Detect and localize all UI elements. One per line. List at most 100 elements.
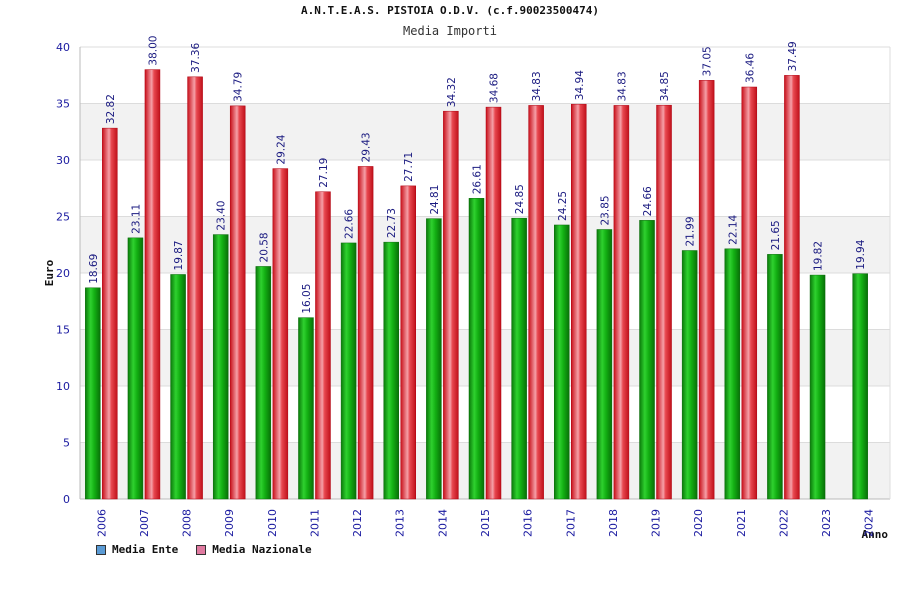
y-tick-label: 5: [63, 437, 70, 450]
data-label-media-nazionale-2008: 37.36: [190, 42, 202, 72]
x-tick-label-2007: 2007: [138, 509, 151, 537]
bar-media-ente-2020: [681, 250, 698, 500]
bar-media-nazionale-2019: [656, 104, 672, 500]
legend-swatch-media-nazionale: [196, 544, 207, 555]
x-tick-label-2012: 2012: [351, 509, 364, 537]
legend-swatch-media-ente: [96, 544, 106, 555]
bar-media-ente-2018: [596, 229, 613, 500]
data-label-media-ente-2022: 21.65: [770, 220, 782, 250]
y-tick-label: 25: [56, 211, 70, 224]
data-label-media-ente-2009: 23.40: [216, 201, 228, 231]
bar-media-ente-2016: [511, 217, 527, 500]
data-label-media-ente-2023: 19.82: [813, 241, 825, 271]
bar-media-ente-2013: [383, 241, 399, 500]
x-tick-label-2020: 2020: [692, 509, 705, 537]
y-tick-label: 30: [56, 154, 70, 167]
bar-media-nazionale-2021: [741, 86, 758, 500]
bar-media-nazionale-2006: [102, 127, 118, 500]
bar-media-ente-2010: [255, 266, 272, 500]
x-tick-label-2013: 2013: [394, 509, 407, 537]
bar-media-ente-2015: [468, 198, 485, 500]
legend-item-media-nazionale: Media Nazionale: [196, 543, 312, 556]
data-label-media-ente-2014: 24.81: [429, 185, 441, 215]
bar-media-ente-2019: [639, 220, 655, 500]
data-label-media-ente-2019: 24.66: [642, 186, 654, 216]
data-label-media-ente-2006: 18.69: [88, 254, 100, 284]
y-tick-label: 15: [56, 324, 70, 337]
data-label-media-nazionale-2011: 27.19: [318, 158, 330, 188]
bar-media-ente-2012: [340, 242, 357, 500]
data-label-media-ente-2008: 19.87: [173, 240, 185, 270]
bar-media-nazionale-2007: [144, 69, 161, 500]
bar-media-ente-2011: [298, 317, 314, 500]
data-label-media-nazionale-2009: 34.79: [233, 72, 245, 102]
chart-subtitle: Media Importi: [403, 24, 497, 38]
data-label-media-ente-2017: 24.25: [557, 191, 569, 221]
bar-media-nazionale-2018: [613, 105, 630, 500]
data-label-media-nazionale-2006: 32.82: [105, 94, 117, 124]
data-label-media-nazionale-2021: 36.46: [744, 53, 756, 83]
bar-media-ente-2006: [85, 287, 101, 500]
data-label-media-nazionale-2015: 34.68: [489, 73, 501, 103]
data-label-media-ente-2020: 21.99: [685, 216, 697, 246]
data-label-media-ente-2024: 19.94: [855, 239, 867, 269]
x-tick-label-2015: 2015: [479, 509, 492, 537]
data-label-media-ente-2012: 22.66: [344, 209, 356, 239]
x-tick-label-2017: 2017: [564, 509, 577, 537]
y-tick-label: 35: [56, 98, 70, 111]
data-label-media-nazionale-2018: 34.83: [616, 71, 628, 101]
x-tick-label-2011: 2011: [308, 509, 321, 537]
x-tick-label-2010: 2010: [266, 509, 279, 537]
y-tick-label: 0: [63, 493, 70, 506]
data-label-media-ente-2007: 23.11: [130, 204, 142, 234]
bar-media-ente-2021: [724, 248, 741, 500]
chart-title: A.N.T.E.A.S. PISTOIA O.D.V. (c.f.9002350…: [300, 4, 599, 17]
data-label-media-ente-2015: 26.61: [472, 164, 484, 194]
chart-legend: Media Ente Media Nazionale: [96, 543, 312, 556]
data-label-media-nazionale-2010: 29.24: [275, 134, 287, 164]
bar-media-nazionale-2013: [400, 185, 416, 500]
y-tick-label: 20: [56, 267, 70, 280]
legend-label-media-nazionale: Media Nazionale: [212, 543, 312, 556]
bar-media-ente-2007: [127, 237, 144, 500]
x-tick-label-2019: 2019: [650, 509, 663, 537]
data-label-media-ente-2018: 23.85: [599, 195, 611, 225]
bar-media-nazionale-2015: [485, 106, 502, 500]
x-tick-label-2024: 2024: [863, 509, 876, 537]
data-label-media-nazionale-2019: 34.85: [659, 71, 671, 101]
bar-media-ente-2008: [170, 274, 186, 500]
data-label-media-ente-2013: 22.73: [386, 208, 398, 238]
data-label-media-ente-2016: 24.85: [514, 184, 526, 214]
data-label-media-ente-2021: 22.14: [727, 214, 739, 244]
bar-media-nazionale-2011: [315, 191, 331, 500]
bar-media-nazionale-2017: [571, 103, 587, 500]
bar-media-ente-2009: [212, 234, 229, 500]
x-tick-label-2006: 2006: [95, 509, 108, 537]
bar-media-nazionale-2010: [272, 168, 289, 500]
data-label-media-ente-2010: 20.58: [258, 232, 270, 262]
bar-media-nazionale-2022: [784, 75, 800, 500]
x-tick-label-2021: 2021: [735, 509, 748, 537]
x-tick-label-2018: 2018: [607, 509, 620, 537]
data-label-media-nazionale-2020: 37.05: [702, 46, 714, 76]
bar-media-nazionale-2020: [698, 80, 715, 500]
bar-media-nazionale-2008: [187, 76, 203, 500]
data-label-media-nazionale-2014: 34.32: [446, 77, 458, 107]
data-label-media-nazionale-2013: 27.71: [403, 152, 415, 182]
x-tick-label-2009: 2009: [223, 509, 236, 537]
y-tick-label: 40: [56, 41, 70, 54]
bar-media-ente-2014: [426, 218, 442, 500]
bar-media-nazionale-2012: [357, 166, 374, 500]
data-label-media-nazionale-2007: 38.00: [147, 36, 159, 66]
legend-item-media-ente: Media Ente: [96, 543, 178, 556]
y-tick-label: 10: [56, 380, 70, 393]
bar-media-ente-2023: [809, 274, 826, 500]
legend-label-media-ente: Media Ente: [112, 543, 179, 556]
data-label-media-ente-2011: 16.05: [301, 284, 313, 314]
bar-media-ente-2022: [767, 254, 783, 500]
data-label-media-nazionale-2017: 34.94: [574, 70, 586, 100]
bar-media-ente-2024: [852, 273, 868, 500]
x-tick-label-2016: 2016: [522, 509, 535, 537]
x-axis-label: Anno: [862, 528, 889, 541]
